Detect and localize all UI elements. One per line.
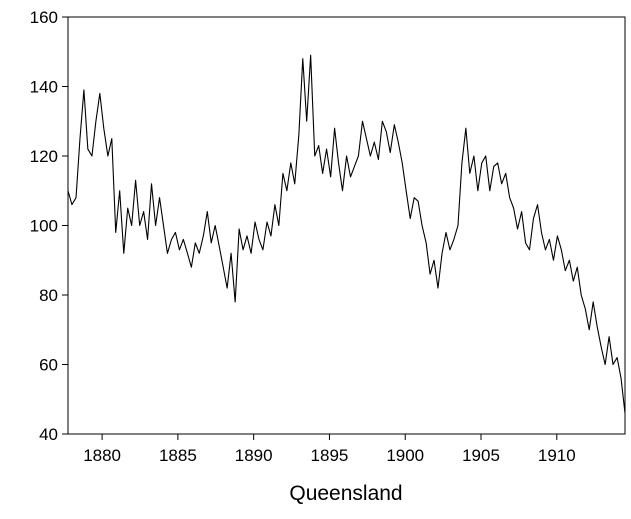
y-tick-label: 40 (39, 425, 58, 444)
x-tick-label: 1890 (235, 446, 273, 465)
x-tick-label: 1880 (83, 446, 121, 465)
x-tick-label: 1895 (311, 446, 349, 465)
y-tick-label: 120 (30, 147, 58, 166)
y-tick-label: 100 (30, 217, 58, 236)
y-tick-label: 160 (30, 8, 58, 27)
x-axis-label: Queensland (289, 482, 402, 505)
x-tick-label: 1885 (159, 446, 197, 465)
x-tick-label: 1900 (386, 446, 424, 465)
y-tick-label: 60 (39, 356, 58, 375)
x-tick-label: 1905 (462, 446, 500, 465)
line (67, 54, 626, 414)
y-tick-label: 80 (39, 286, 58, 305)
x-tick-label: 1910 (538, 446, 576, 465)
plot-frame (67, 16, 626, 435)
y-tick-label: 140 (30, 78, 58, 97)
